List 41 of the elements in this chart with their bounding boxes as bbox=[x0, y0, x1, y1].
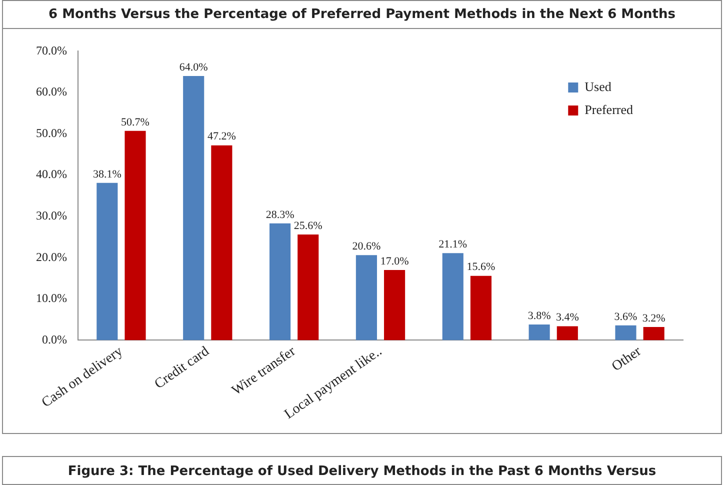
chart-title: 6 Months Versus the Percentage of Preferred Payment Methods in the Next 6 Months bbox=[3, 1, 721, 29]
data-label: 50.7% bbox=[121, 116, 150, 128]
data-label: 47.2% bbox=[207, 130, 236, 143]
bar bbox=[615, 325, 636, 340]
bar bbox=[211, 145, 232, 340]
legend-label: Used bbox=[584, 78, 612, 94]
y-tick-label: 60.0% bbox=[36, 84, 67, 99]
data-label: 25.6% bbox=[294, 220, 322, 232]
bar bbox=[384, 270, 406, 340]
data-label: 20.6% bbox=[352, 240, 381, 253]
y-tick-label: 70.0% bbox=[36, 43, 67, 58]
bar bbox=[556, 326, 578, 340]
y-tick-label: 50.0% bbox=[36, 126, 67, 140]
y-tick-label: 20.0% bbox=[36, 250, 67, 264]
bar bbox=[643, 327, 664, 340]
bar bbox=[269, 223, 291, 340]
bar bbox=[356, 255, 377, 340]
y-tick-label: 0.0% bbox=[42, 332, 67, 346]
y-tick-label: 40.0% bbox=[36, 167, 67, 182]
caption: Figure 3: The Percentage of Used Delivery Methods in the Past 6 Months Versus bbox=[2, 456, 722, 485]
y-tick-label: 10.0% bbox=[36, 291, 67, 306]
bar bbox=[442, 253, 464, 340]
data-label: 3.2% bbox=[642, 312, 666, 324]
bar bbox=[96, 182, 118, 340]
data-label: 21.1% bbox=[438, 238, 468, 251]
bar bbox=[298, 234, 319, 340]
x-tick-label: Other bbox=[609, 344, 644, 375]
data-label: 3.8% bbox=[528, 310, 551, 322]
data-label: 3.4% bbox=[556, 312, 579, 324]
data-label: 17.0% bbox=[380, 255, 409, 268]
data-label: 3.6% bbox=[614, 310, 638, 323]
data-label: 28.3% bbox=[266, 208, 294, 221]
bar bbox=[470, 276, 492, 340]
data-label: 15.6% bbox=[466, 261, 496, 274]
bar bbox=[183, 76, 204, 340]
y-tick-label: 30.0% bbox=[36, 208, 67, 223]
data-label: 64.0% bbox=[179, 61, 208, 74]
bar bbox=[528, 324, 550, 340]
legend-label: Preferred bbox=[584, 102, 634, 117]
data-label: 38.1% bbox=[92, 168, 122, 180]
bar bbox=[124, 130, 146, 340]
